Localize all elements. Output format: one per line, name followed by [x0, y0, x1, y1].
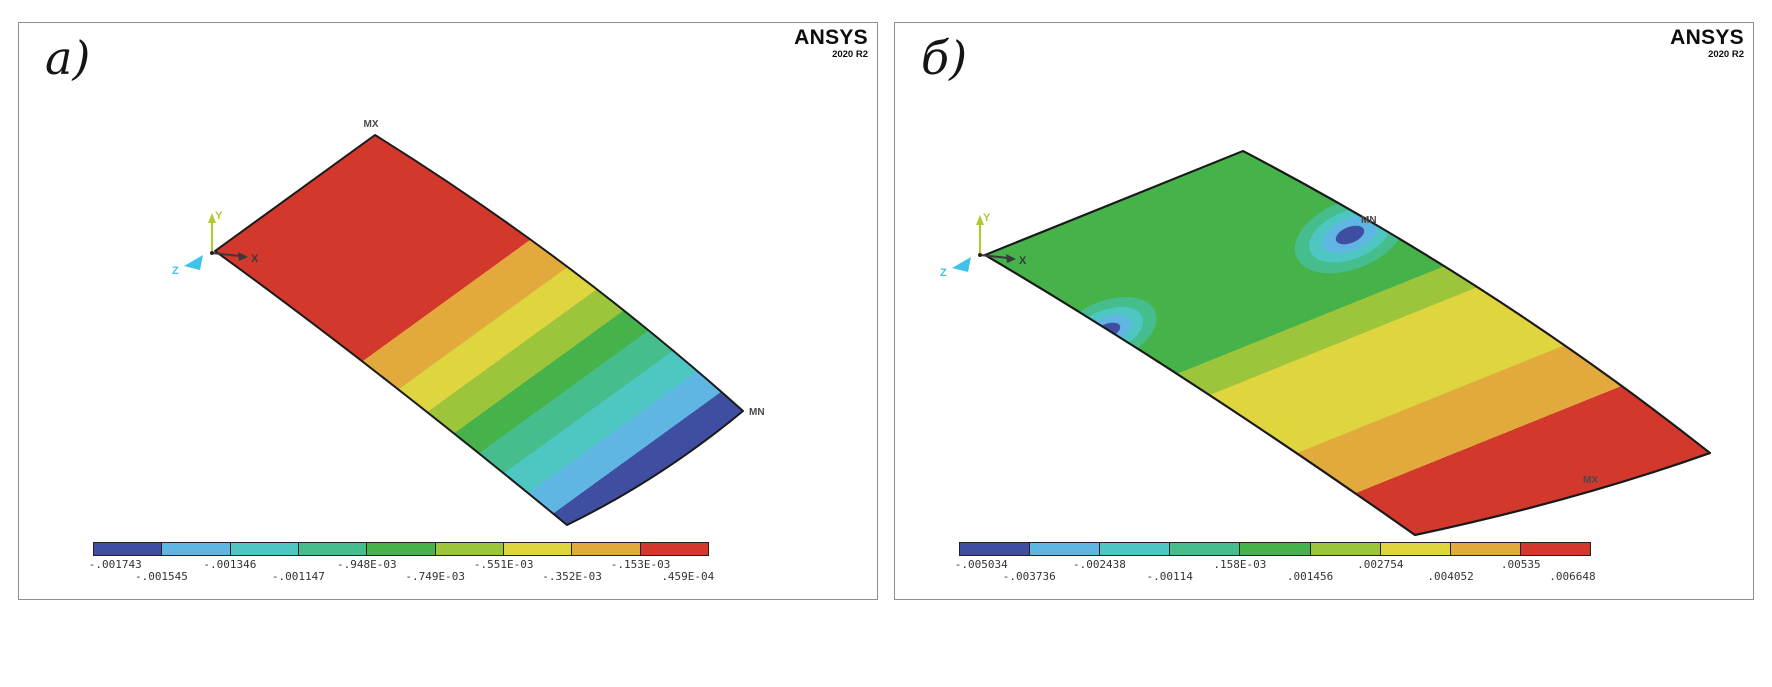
legend-value: .002754 [1357, 558, 1404, 571]
ansys-logo: ANSYS 2020 R2 [1670, 27, 1744, 60]
axis-triad: Y X Z [940, 212, 1027, 279]
colorbar-b [959, 542, 1591, 556]
legend-value: .459E-04 [661, 570, 715, 583]
legend-color-segment [640, 543, 708, 555]
legend-value: .004052 [1427, 570, 1474, 583]
legend-color-segment [1170, 543, 1241, 555]
max-marker: MX [1583, 475, 1598, 486]
max-marker: MX [364, 119, 379, 130]
legend-color-segment [162, 543, 231, 555]
ansys-brand-name: ANSYS [794, 26, 868, 49]
z-axis-label: Z [940, 267, 947, 279]
legend-color-segment [1240, 543, 1311, 555]
y-axis-label: Y [983, 212, 991, 224]
colorbar-legend-a: -.001743 -.001545 -.001346 -.001147 -.948E-0… [89, 542, 715, 585]
legend-value: -.749E-03 [405, 570, 466, 583]
legend-value: -.005034 [954, 558, 1008, 571]
legend-color-segment [435, 543, 504, 555]
plate-edge-outline [984, 150, 1711, 536]
colorbar-legend-b: -.005034 -.003736 -.002438 -.00114 .158E-03.… [955, 542, 1596, 585]
ansys-version: 2020 R2 [1708, 49, 1744, 60]
legend-color-segment [572, 543, 641, 555]
legend-value: -.001147 [271, 570, 325, 583]
legend-value: .006648 [1549, 570, 1596, 583]
min-marker: MN [1361, 215, 1377, 226]
panel-a: Y X Z MX MN a) ANSYS 2020 R2 -.001743 -.0… [18, 22, 878, 600]
ansys-brand-name: ANSYS [1670, 26, 1744, 49]
legend-color-segment [1100, 543, 1171, 555]
legend-value: -.551E-03 [473, 558, 534, 571]
ansys-version: 2020 R2 [832, 49, 868, 60]
legend-value: -.153E-03 [610, 558, 671, 571]
legend-color-segment [367, 543, 436, 555]
ansys-logo: ANSYS 2020 R2 [794, 27, 868, 60]
y-axis-label: Y [215, 210, 223, 222]
legend-value: -.001346 [203, 558, 257, 571]
legend-value: -.001743 [88, 558, 142, 571]
legend-color-segment [1030, 543, 1101, 555]
z-axis-label: Z [172, 265, 179, 277]
legend-color-segment [1380, 543, 1451, 555]
legend-color-segment [230, 543, 299, 555]
legend-value: -.002438 [1072, 558, 1126, 571]
legend-color-segment [298, 543, 368, 555]
panel-b: Y X Z MN MX б) ANSYS 2020 R2 -.005034 -.0… [894, 22, 1754, 600]
colorbar-labels-b: -.005034 -.003736 -.002438 -.00114 .158E-03.… [955, 557, 1596, 585]
legend-color-segment [1520, 543, 1590, 555]
panel-label-a: a) [45, 31, 91, 85]
legend-color-segment [1450, 543, 1521, 555]
x-axis-label: X [251, 253, 259, 265]
legend-value: .001456 [1286, 570, 1334, 583]
legend-color-segment [503, 543, 573, 555]
axis-triad: Y X Z [172, 210, 259, 277]
legend-value: -.003736 [1002, 570, 1056, 583]
legend-color-segment [960, 543, 1031, 555]
min-marker: MN [749, 407, 765, 418]
x-axis-label: X [1019, 255, 1027, 267]
panel-label-b: б) [921, 31, 968, 85]
plate-contour-surface [214, 134, 744, 526]
colorbar-labels-a: -.001743 -.001545 -.001346 -.001147 -.948E-0… [89, 557, 715, 585]
viewport-a: Y X Z MX MN [172, 119, 765, 526]
legend-value: -.948E-03 [336, 558, 397, 571]
viewport-b: Y X Z MN MX [940, 150, 1711, 536]
legend-color-segment [1310, 543, 1381, 555]
legend-color-segment [94, 543, 163, 555]
legend-value: .158E-03 [1213, 558, 1267, 571]
legend-value: -.352E-03 [542, 570, 602, 583]
colorbar-a [93, 542, 709, 556]
legend-value: -.00114 [1146, 570, 1193, 583]
legend-value: -.001545 [134, 570, 188, 583]
legend-value: .00535 [1500, 558, 1541, 571]
